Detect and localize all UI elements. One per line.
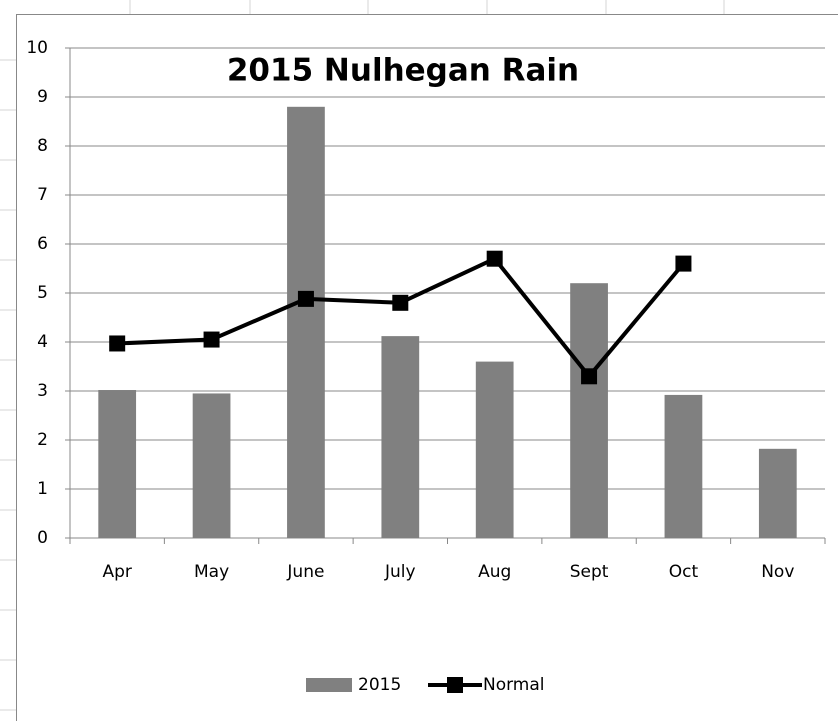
marker <box>675 255 692 272</box>
legend-label: Normal <box>483 675 545 695</box>
marker <box>486 250 503 267</box>
bar <box>664 394 703 538</box>
x-tick-label: June <box>286 562 324 582</box>
y-tick-label: 6 <box>37 234 48 254</box>
x-tick-label: Sept <box>570 562 609 582</box>
y-tick-label: 8 <box>37 136 48 156</box>
marker <box>109 335 126 352</box>
y-tick-label: 7 <box>37 185 48 205</box>
bar <box>192 393 231 538</box>
y-tick-label: 4 <box>37 332 48 352</box>
marker <box>392 294 409 311</box>
chart-frame <box>16 14 838 721</box>
x-tick-label: Aug <box>478 562 511 582</box>
marker <box>297 290 314 307</box>
marker <box>581 368 598 385</box>
bar <box>570 283 608 538</box>
legend-label: 2015 <box>358 675 401 695</box>
bar <box>381 336 420 538</box>
y-tick-label: 9 <box>37 87 48 107</box>
y-tick-label: 1 <box>37 479 48 499</box>
bar <box>475 361 514 538</box>
y-tick-label: 10 <box>26 38 48 58</box>
y-tick-label: 3 <box>37 381 48 401</box>
x-tick-label: Apr <box>102 562 131 582</box>
bar <box>98 390 137 538</box>
y-tick-label: 2 <box>37 430 48 450</box>
legend-swatch <box>306 678 352 692</box>
legend-marker <box>447 677 463 693</box>
bar <box>287 106 325 539</box>
spreadsheet-cells <box>0 0 725 711</box>
x-tick-label: Oct <box>669 562 699 582</box>
y-tick-label: 0 <box>37 528 48 548</box>
x-tick-label: Nov <box>761 562 794 582</box>
x-tick-label: May <box>194 562 229 582</box>
marker <box>203 331 220 348</box>
chart-title: 2015 Nulhegan Rain <box>227 53 579 89</box>
y-tick-label: 5 <box>37 283 48 303</box>
x-tick-label: July <box>384 562 416 582</box>
bar <box>758 448 797 538</box>
